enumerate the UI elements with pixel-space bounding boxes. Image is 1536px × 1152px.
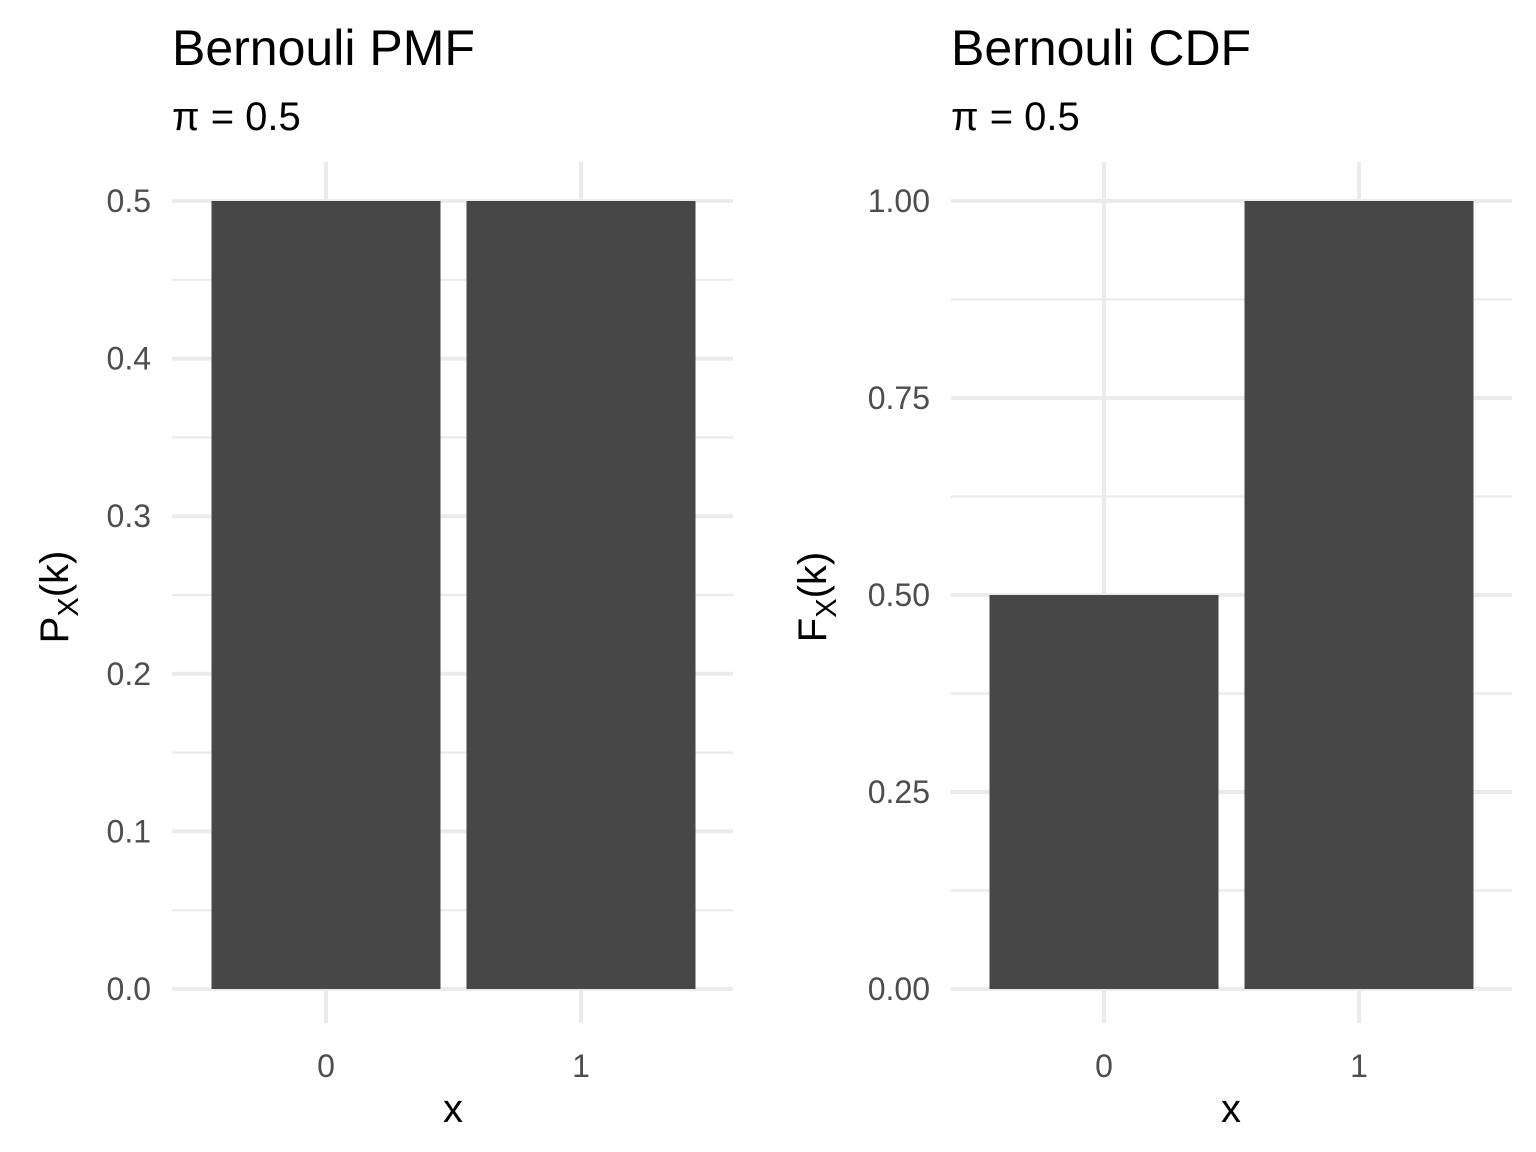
cdf-y-tick-label: 0.25 — [868, 774, 930, 810]
pmf-y-tick-label: 0.1 — [107, 813, 151, 849]
pmf-x-tick-label: 0 — [317, 1048, 335, 1084]
pmf-bar-0 — [211, 201, 441, 989]
pmf-bars — [211, 201, 696, 989]
pmf-y-axis-label-tail: (k) — [33, 551, 77, 598]
pmf-y-tick-labels: 0.0 0.1 0.2 0.3 0.4 0.5 — [107, 183, 151, 1007]
pmf-y-tick-label: 0.3 — [107, 498, 151, 534]
cdf-bars — [989, 201, 1474, 989]
cdf-y-tick-label: 0.00 — [868, 971, 930, 1007]
pmf-title: Bernouli PMF — [172, 20, 475, 76]
cdf-y-axis-label: FX(k) — [791, 552, 843, 642]
pmf-y-axis-label-sub: X — [53, 597, 85, 616]
cdf-y-axis-label-tail: (k) — [791, 552, 835, 599]
cdf-y-tick-label: 1.00 — [868, 183, 930, 219]
cdf-x-tick-label: 1 — [1350, 1048, 1368, 1084]
pmf-x-tick-label: 1 — [572, 1048, 590, 1084]
cdf-subtitle: π = 0.5 — [951, 95, 1080, 139]
pmf-x-axis-label: x — [443, 1087, 463, 1131]
cdf-bar-0 — [989, 595, 1219, 989]
cdf-x-axis-label: x — [1221, 1087, 1241, 1131]
pmf-y-tick-label: 0.0 — [107, 971, 151, 1007]
pmf-y-tick-label: 0.4 — [107, 341, 151, 377]
pmf-y-tick-label: 0.2 — [107, 656, 151, 692]
cdf-y-tick-label: 0.75 — [868, 380, 930, 416]
pmf-y-tick-label: 0.5 — [107, 183, 151, 219]
cdf-bar-1 — [1244, 201, 1474, 989]
pmf-y-axis-label-main: P — [33, 617, 77, 644]
cdf-y-axis-label-main: F — [791, 618, 835, 642]
cdf-y-axis-label-sub: X — [811, 598, 843, 617]
cdf-x-tick-label: 0 — [1095, 1048, 1113, 1084]
cdf-title: Bernouli CDF — [951, 20, 1251, 76]
cdf-y-tick-labels: 0.00 0.25 0.50 0.75 1.00 — [868, 183, 930, 1007]
cdf-y-tick-label: 0.50 — [868, 577, 930, 613]
pmf-bar-1 — [466, 201, 696, 989]
pmf-y-axis-label: PX(k) — [33, 551, 85, 644]
pmf-subtitle: π = 0.5 — [172, 95, 301, 139]
